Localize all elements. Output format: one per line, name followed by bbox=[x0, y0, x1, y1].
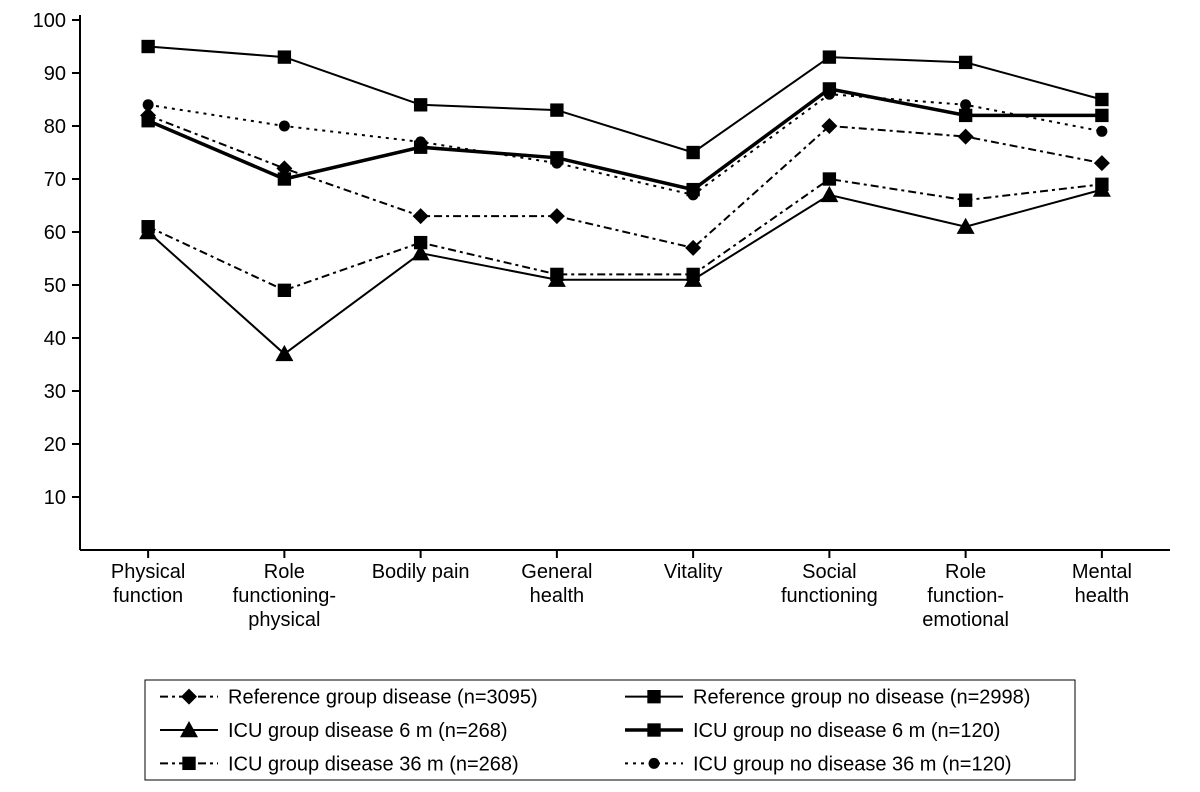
svg-text:ICU group disease 6 m (n=268): ICU group disease 6 m (n=268) bbox=[228, 720, 508, 742]
svg-text:Socialfunctioning: Socialfunctioning bbox=[781, 561, 878, 607]
svg-text:90: 90 bbox=[44, 63, 66, 85]
svg-text:Reference group disease (n=309: Reference group disease (n=3095) bbox=[228, 687, 538, 709]
svg-text:Rolefunctioning-physical: Rolefunctioning-physical bbox=[233, 561, 336, 631]
svg-text:Generalhealth: Generalhealth bbox=[521, 561, 592, 607]
svg-text:Reference group no disease (n=: Reference group no disease (n=2998) bbox=[693, 687, 1030, 709]
svg-text:20: 20 bbox=[44, 434, 66, 456]
svg-text:70: 70 bbox=[44, 169, 66, 191]
svg-text:Bodily pain: Bodily pain bbox=[372, 561, 470, 583]
svg-text:60: 60 bbox=[44, 222, 66, 244]
line-chart: 10 20 30 40 50 60 70 80 90 100 Physicalfunction Rol… bbox=[0, 0, 1200, 792]
svg-text:30: 30 bbox=[44, 381, 66, 403]
legend-item-icu_disease_36m: ICU group disease 36 m (n=268) bbox=[160, 753, 519, 775]
svg-text:ICU group disease 36 m (n=268): ICU group disease 36 m (n=268) bbox=[228, 753, 519, 775]
legend-item-icu_disease_6m: ICU group disease 6 m (n=268) bbox=[160, 720, 508, 742]
series-icu_disease_6m bbox=[139, 181, 1111, 362]
svg-text:80: 80 bbox=[44, 116, 66, 138]
legend-item-ref_disease: Reference group disease (n=3095) bbox=[160, 687, 538, 709]
legend-item-icu_no_disease_6m: ICU group no disease 6 m (n=120) bbox=[625, 720, 1000, 742]
series-icu_disease_36m bbox=[141, 172, 1108, 297]
svg-text:40: 40 bbox=[44, 328, 66, 350]
legend-item-icu_no_disease_36m: ICU group no disease 36 m (n=120) bbox=[625, 753, 1012, 775]
svg-text:50: 50 bbox=[44, 275, 66, 297]
legend-item-ref_no_disease: Reference group no disease (n=2998) bbox=[625, 687, 1030, 709]
svg-text:Vitality: Vitality bbox=[664, 561, 723, 583]
chart-container: 10 20 30 40 50 60 70 80 90 100 Physicalfunction Rol… bbox=[0, 0, 1200, 792]
svg-text:100: 100 bbox=[33, 10, 66, 32]
svg-text:Mentalhealth: Mentalhealth bbox=[1072, 561, 1132, 607]
svg-text:Rolefunction-emotional: Rolefunction-emotional bbox=[922, 561, 1009, 631]
svg-text:Physicalfunction: Physicalfunction bbox=[111, 561, 185, 607]
svg-text:ICU group no disease 36 m (n=1: ICU group no disease 36 m (n=120) bbox=[693, 753, 1012, 775]
svg-text:ICU group no disease 6 m (n=12: ICU group no disease 6 m (n=120) bbox=[693, 720, 1000, 742]
svg-text:10: 10 bbox=[44, 487, 66, 509]
